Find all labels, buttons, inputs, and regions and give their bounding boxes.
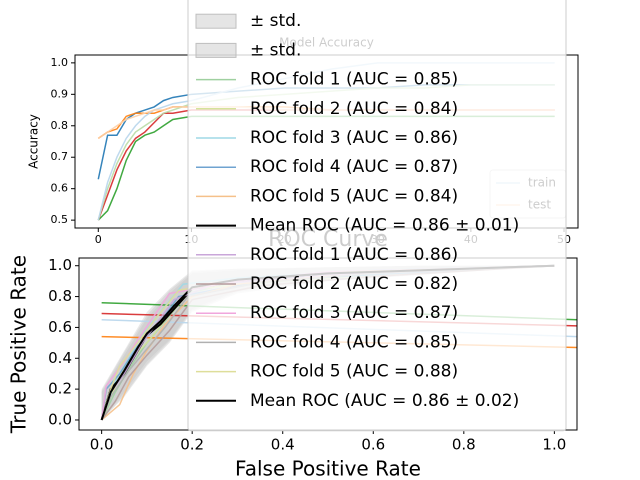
y-tick-label: 0.5 (51, 213, 69, 226)
legend-label: ROC fold 4 (AUC = 0.85) (250, 332, 458, 352)
x-tick-label: 0.2 (180, 436, 204, 454)
legend-label: ROC fold 2 (AUC = 0.82) (250, 274, 458, 294)
legend-label: Mean ROC (AUC = 0.86 ± 0.02) (250, 391, 519, 411)
x-tick-label: 0.6 (361, 436, 385, 454)
y-tick-label: 0.2 (48, 380, 72, 398)
legend-patch (195, 42, 237, 58)
x-axis-label: False Positive Rate (235, 457, 421, 480)
x-tick-label: 0.4 (271, 436, 295, 454)
legend-label: ROC fold 5 (AUC = 0.88) (250, 362, 458, 382)
legend-label: ROC fold 1 (AUC = 0.86) (250, 245, 458, 265)
y-axis-label: Accuracy (27, 114, 41, 169)
y-tick-label: 0.0 (48, 410, 72, 428)
legend-label: Mean ROC (AUC = 0.86 ± 0.01) (250, 216, 519, 236)
legend-box (187, 0, 567, 432)
x-tick-label: 0.0 (90, 436, 114, 454)
legend-label: ROC fold 2 (AUC = 0.84) (250, 99, 458, 119)
x-tick-label: 1.0 (542, 436, 566, 454)
legend-label: ROC fold 3 (AUC = 0.86) (250, 128, 458, 148)
y-tick-label: 1.0 (51, 56, 69, 69)
legend-label: ± std. (250, 40, 301, 60)
legend-label: ± std. (250, 0, 301, 2)
y-tick-label: 0.4 (48, 349, 72, 367)
x-tick-label: 0.8 (452, 436, 476, 454)
legend-label: ROC fold 5 (AUC = 0.84) (250, 186, 458, 206)
legend-label: ROC fold 3 (AUC = 0.87) (250, 303, 458, 323)
y-tick-label: 1.0 (48, 256, 72, 274)
y-axis-label: True Positive Rate (7, 255, 31, 434)
y-tick-label: 0.7 (51, 150, 69, 163)
x-tick-label: 0 (95, 233, 102, 246)
y-tick-label: 0.6 (51, 182, 69, 195)
y-tick-label: 0.8 (51, 119, 69, 132)
legend-label: ROC fold 4 (AUC = 0.87) (250, 157, 458, 177)
legend-patch (195, 13, 237, 29)
y-tick-label: 0.8 (48, 287, 72, 305)
y-tick-label: 0.9 (51, 87, 69, 100)
legend-label: ± std. (250, 11, 301, 31)
y-tick-label: 0.6 (48, 318, 72, 336)
legend-label: ROC fold 1 (AUC = 0.85) (250, 70, 458, 90)
